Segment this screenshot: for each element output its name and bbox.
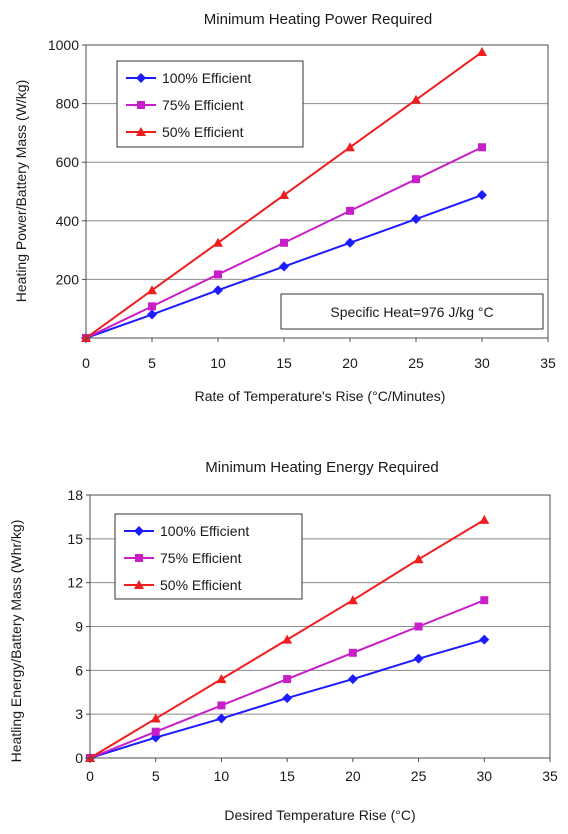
energy-chart-y-tick-label: 12 — [67, 575, 83, 591]
power-chart-series-point-0 — [477, 190, 487, 201]
specific-heat-annotation: Specific Heat=976 J/kg °C — [280, 293, 544, 330]
energy-chart-series-point-0 — [282, 693, 293, 704]
power-chart-x-label: Rate of Temperature's Rise (°C/Minutes) — [195, 388, 446, 404]
energy-chart-legend: 100% Efficient 75% Efficient 50% Efficient — [114, 513, 303, 600]
power-chart-legend-label-1: 75% Efficient — [162, 97, 244, 113]
power-chart-series-point-1 — [214, 270, 222, 279]
energy-chart-x-tick-label: 20 — [345, 768, 361, 784]
power-chart-y-tick-label: 1000 — [48, 37, 79, 53]
energy-chart-series-point-0 — [413, 653, 424, 664]
power-chart-series-point-2 — [345, 142, 355, 152]
power-chart-series-point-0 — [345, 237, 355, 248]
energy-chart-x-tick-label: 30 — [476, 768, 492, 784]
power-chart-x-tick-label: 10 — [210, 355, 226, 371]
power-chart-series-point-2 — [213, 237, 223, 247]
power-chart-series-point-0 — [147, 309, 157, 320]
energy-chart-series-point-1 — [348, 648, 357, 657]
energy-chart-x-tick-label: 10 — [214, 768, 230, 784]
energy-chart-ticks: 0 5 10 15 20 25 30 35 0 3 6 9 12 15 18 — [67, 487, 558, 784]
energy-chart-legend-marker-2 — [134, 580, 144, 589]
power-chart-x-tick-label: 0 — [82, 355, 90, 371]
power-chart-series-point-1 — [148, 302, 156, 311]
energy-chart-series-point-0 — [479, 634, 490, 645]
power-chart-series-point-1 — [346, 206, 354, 215]
energy-chart-y-tick-label: 9 — [75, 619, 83, 635]
power-chart-ticks: 0 5 10 15 20 25 30 35 200 400 600 800 1000 — [48, 37, 556, 371]
energy-chart-title: Minimum Heating Energy Required — [205, 459, 438, 476]
energy-chart-y-tick-label: 6 — [75, 662, 83, 678]
energy-chart-y-tick-label: 0 — [75, 750, 83, 766]
power-chart-x-tick-label: 25 — [408, 355, 424, 371]
energy-chart-x-label: Desired Temperature Rise (°C) — [224, 807, 415, 823]
power-chart-x-tick-label: 35 — [540, 355, 556, 371]
energy-chart-series-point-1 — [151, 727, 160, 736]
energy-chart-series-point-1 — [283, 675, 292, 684]
power-chart-y-tick-label: 800 — [56, 96, 80, 112]
power-chart-series-point-2 — [477, 47, 487, 57]
power-chart-legend-label-2: 50% Efficient — [162, 124, 244, 140]
energy-chart-x-tick-label: 35 — [542, 768, 558, 784]
energy-chart-plot-frame — [89, 494, 551, 759]
energy-chart-series-point-0 — [216, 713, 227, 724]
power-chart-series-point-1 — [412, 175, 420, 184]
power-chart-plot-frame — [85, 44, 549, 339]
energy-chart-y-tick-label: 3 — [75, 706, 83, 722]
energy-chart-legend-label-2: 50% Efficient — [160, 577, 242, 593]
energy-chart-x-tick-label: 0 — [86, 768, 94, 784]
power-chart-x-tick-label: 15 — [276, 355, 292, 371]
energy-chart: Minimum Heating Energy Required Heatling… — [8, 459, 558, 823]
specific-heat-text: Specific Heat=976 J/kg °C — [330, 304, 493, 320]
energy-chart-legend-label-0: 100% Efficient — [160, 523, 249, 539]
energy-chart-series-point-2 — [479, 514, 490, 524]
power-chart-legend-marker-1 — [137, 101, 145, 109]
power-chart-series-point-2 — [411, 94, 421, 104]
power-chart-series-point-0 — [411, 214, 421, 225]
power-chart-series-point-1 — [280, 238, 288, 247]
energy-chart-legend-marker-1 — [135, 554, 143, 562]
power-chart-legend: 100% Efficient 75% Efficient 50% Efficient — [116, 60, 304, 148]
power-chart-y-label: Heating Power/Battery Mass (W/kg) — [13, 80, 29, 303]
power-chart-series — [81, 47, 487, 343]
power-chart-title: Minimum Heating Power Required — [204, 11, 432, 28]
power-chart-series-point-2 — [279, 190, 289, 200]
energy-chart-x-tick-label: 15 — [279, 768, 295, 784]
energy-chart-series-point-1 — [217, 701, 226, 710]
specific-heat-box — [280, 293, 544, 330]
energy-chart-series-point-2 — [216, 674, 227, 684]
energy-chart-series-point-0 — [347, 674, 358, 685]
energy-chart-series — [85, 514, 490, 763]
energy-chart-series-point-2 — [282, 634, 293, 644]
power-chart-legend-marker-0 — [136, 73, 146, 83]
power-chart-series-point-0 — [279, 261, 289, 272]
energy-chart-series-point-2 — [413, 554, 424, 564]
energy-chart-series-point-1 — [414, 622, 423, 631]
power-chart-x-tick-label: 20 — [342, 355, 358, 371]
power-chart-series-point-2 — [147, 285, 157, 295]
energy-chart-y-tick-label: 18 — [67, 487, 83, 503]
power-chart-series-point-1 — [478, 143, 486, 152]
power-chart-legend-marker-2 — [136, 127, 146, 136]
power-chart-y-tick-label: 600 — [56, 154, 80, 170]
energy-chart-series-point-2 — [347, 595, 358, 605]
energy-chart-y-tick-label: 15 — [67, 531, 83, 547]
energy-chart-x-tick-label: 25 — [411, 768, 427, 784]
power-chart-y-tick-label: 400 — [56, 213, 80, 229]
energy-chart-series-point-1 — [480, 596, 489, 605]
energy-chart-legend-marker-0 — [134, 526, 144, 536]
power-chart: Minimum Heating Power Required Heating P… — [13, 11, 556, 404]
power-chart-x-tick-label: 5 — [148, 355, 156, 371]
energy-chart-legend-label-1: 75% Efficient — [160, 550, 242, 566]
power-chart-legend-label-0: 100% Efficient — [162, 70, 251, 86]
power-chart-series-point-0 — [213, 285, 223, 296]
energy-chart-series-point-2 — [150, 713, 161, 723]
energy-chart-y-label: Heatling Energy/Battery Mass (Whr/kg) — [8, 520, 24, 763]
energy-chart-x-tick-label: 5 — [152, 768, 160, 784]
power-chart-y-tick-label: 200 — [56, 271, 80, 287]
power-chart-x-tick-label: 30 — [474, 355, 490, 371]
